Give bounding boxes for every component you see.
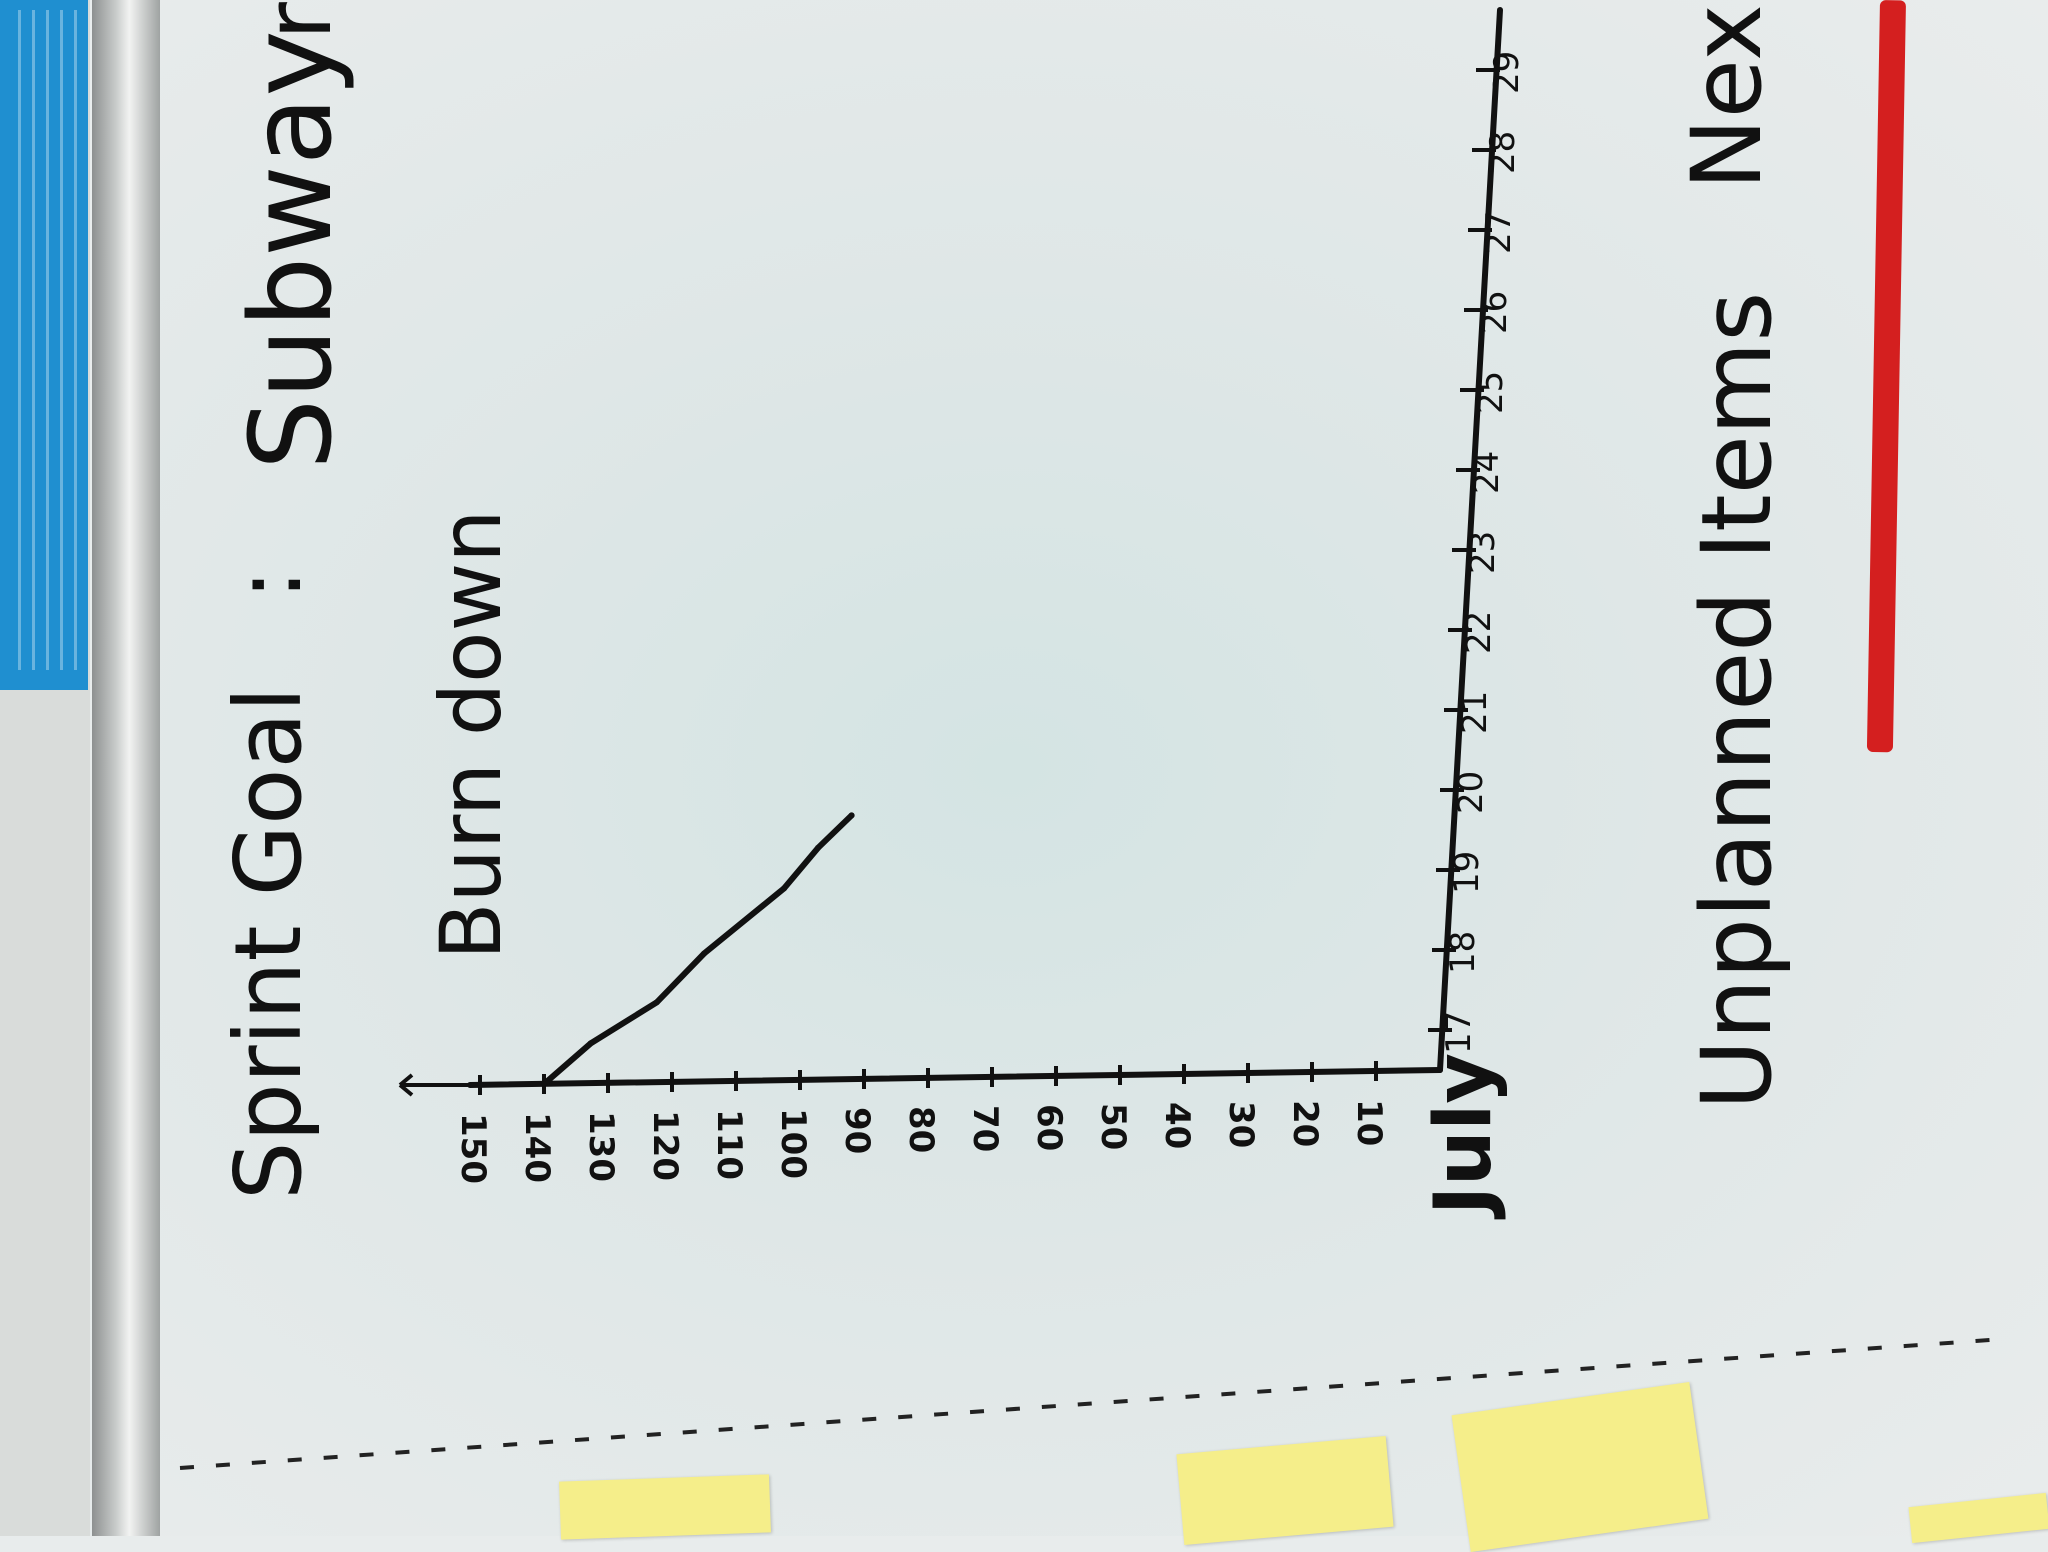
x-tick-label: 28 xyxy=(1483,131,1523,174)
y-tick-label: 20 xyxy=(1285,1100,1325,1147)
y-tick-label: 90 xyxy=(837,1107,877,1154)
x-tick-label: 24 xyxy=(1467,451,1507,494)
whiteboard-frame xyxy=(92,0,160,1536)
dashed-divider xyxy=(179,1338,1991,1470)
y-tick-label: 120 xyxy=(645,1110,685,1181)
unplanned-items-label: Unplanned Items xyxy=(1681,292,1793,1110)
burn-down-caption: Burn down xyxy=(422,509,520,960)
y-tick-label: 50 xyxy=(1093,1103,1133,1150)
sprint-goal-value: Subway xyxy=(227,30,357,470)
whiteboard xyxy=(160,0,2048,1536)
burndown-line xyxy=(541,812,855,1087)
blue-poster xyxy=(0,0,88,690)
y-axis-arrow xyxy=(398,1073,470,1097)
y-tick-label: 30 xyxy=(1221,1101,1261,1148)
y-tick-label: 80 xyxy=(901,1106,941,1153)
x-tick-label: 17 xyxy=(1439,1011,1479,1054)
burndown-point xyxy=(541,1081,547,1087)
y-tick-labels: 150 140 130 120 110 100 90 80 70 60 50 40 30 20 10 xyxy=(453,1099,1389,1184)
x-tick-label: 21 xyxy=(1455,691,1495,734)
x-tick-label: 27 xyxy=(1479,211,1519,254)
x-tick-label: 29 xyxy=(1487,51,1527,94)
x-tick-label: 26 xyxy=(1475,291,1515,334)
sprint-goal-label: Sprint Goal xyxy=(215,687,322,1200)
x-tick-label: 25 xyxy=(1471,371,1511,414)
burndown-point xyxy=(653,999,660,1006)
x-tick-label: 19 xyxy=(1447,851,1487,894)
burndown-point xyxy=(701,950,707,957)
y-tick-label: 70 xyxy=(965,1105,1005,1152)
x-tick-marks xyxy=(1428,68,1500,1032)
next-column-label: Nex xyxy=(1671,4,1783,190)
y-tick-label: 10 xyxy=(1349,1099,1389,1146)
x-axis-label: July xyxy=(1419,1053,1509,1220)
y-tick-label: 110 xyxy=(709,1109,749,1180)
burndown-point xyxy=(587,1040,594,1047)
y-tick-label: 140 xyxy=(517,1112,557,1183)
y-tick-label: 60 xyxy=(1029,1104,1069,1151)
y-axis xyxy=(467,1067,1443,1088)
y-tick-label: 130 xyxy=(581,1111,621,1182)
sprint-goal-overflow: r xyxy=(245,2,352,40)
y-tick-label: 150 xyxy=(453,1113,493,1184)
x-tick-label: 20 xyxy=(1451,771,1491,814)
x-tick-label: 23 xyxy=(1463,531,1503,574)
burndown-point xyxy=(781,885,787,892)
x-tick-label: 22 xyxy=(1459,611,1499,654)
burndown-point xyxy=(848,812,855,819)
y-tick-marks xyxy=(478,1061,1378,1095)
x-tick-labels: 17 18 19 20 21 22 23 24 25 26 27 28 29 xyxy=(1439,51,1527,1054)
title-separator: : xyxy=(215,569,322,600)
burndown-point xyxy=(815,844,821,851)
x-axis xyxy=(1437,7,1503,1073)
y-tick-label: 40 xyxy=(1157,1102,1197,1149)
y-tick-label: 100 xyxy=(773,1108,813,1179)
x-tick-label: 18 xyxy=(1443,931,1483,974)
